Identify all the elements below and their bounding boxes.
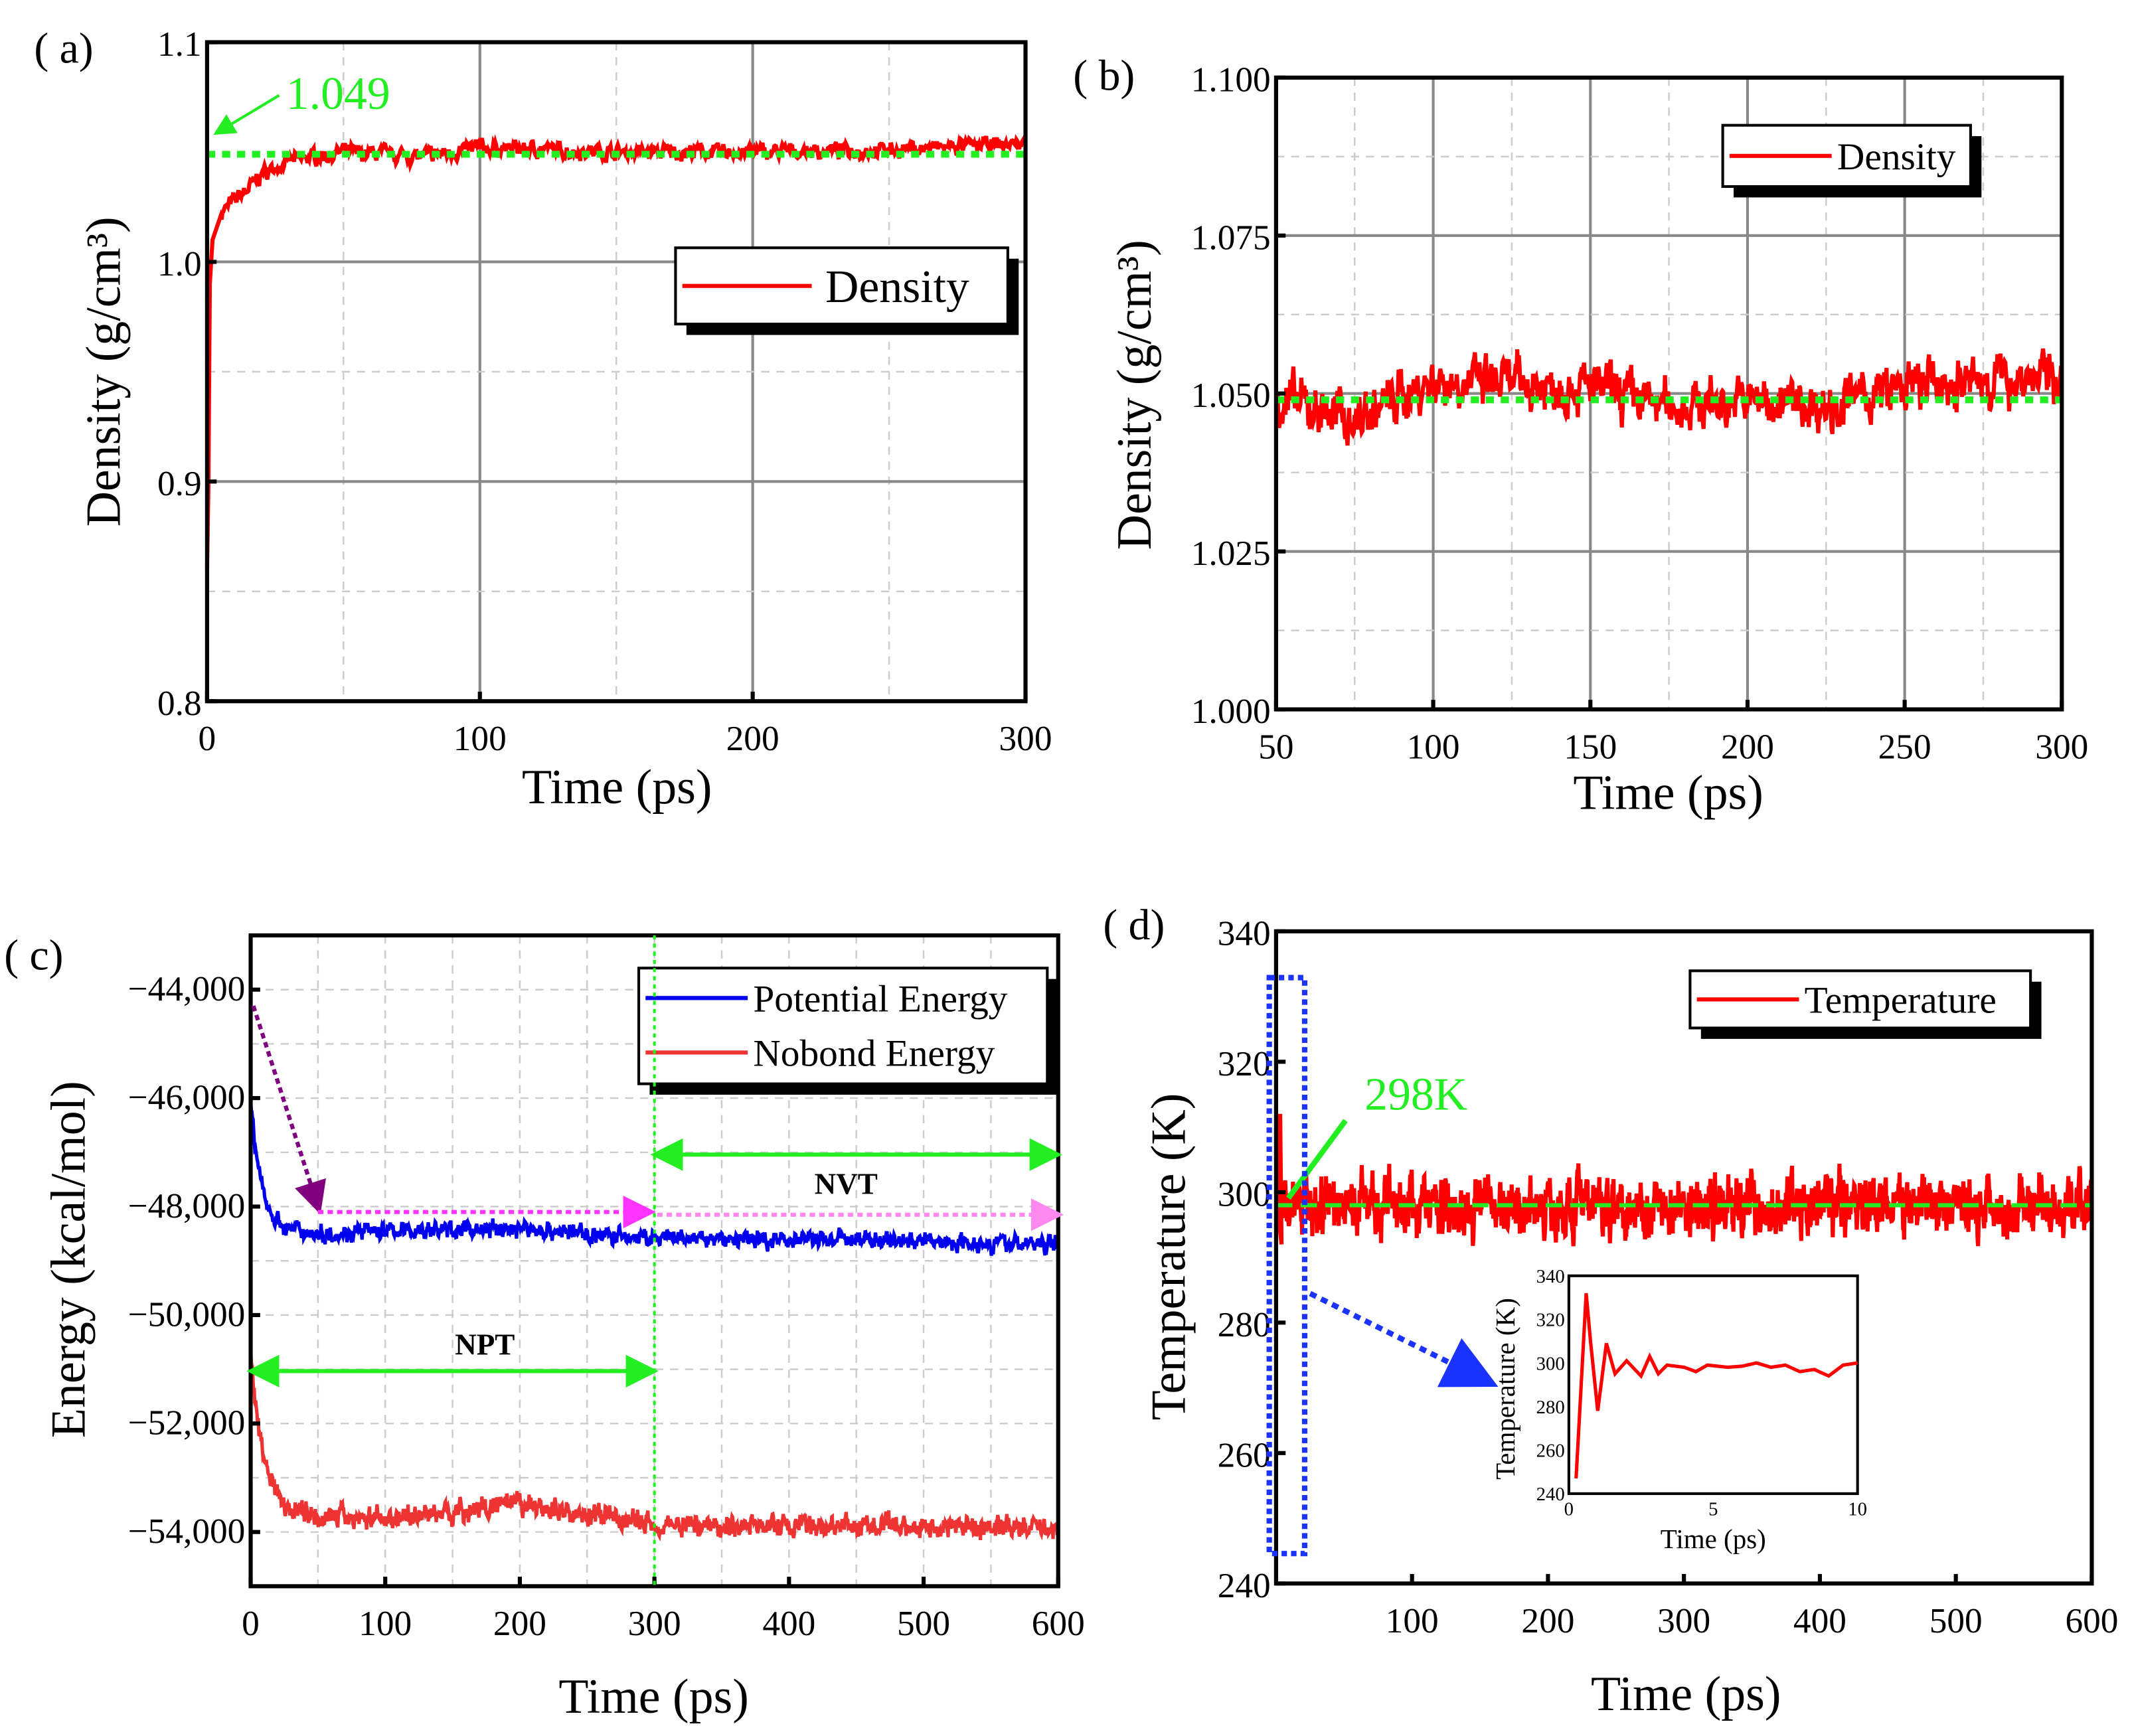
y-tick-label: 260	[1218, 1435, 1271, 1474]
x-tick-label: 200	[1721, 726, 1774, 766]
inset-y-tick-label: 340	[1536, 1266, 1565, 1287]
x-tick-label: 200	[1521, 1601, 1574, 1640]
ref-label-a: 1.049	[286, 68, 390, 119]
y-tick-label: 320	[1218, 1044, 1271, 1083]
y-axis-label: Density (g/cm³)	[76, 216, 131, 526]
x-tick-label: 500	[897, 1603, 950, 1643]
y-tick-label: −44,000	[128, 969, 246, 1008]
series-line-density	[1275, 348, 2064, 446]
x-tick-label: 100	[359, 1603, 412, 1643]
inset-x-tick-label: 10	[1848, 1499, 1867, 1520]
inset-y-tick-label: 280	[1536, 1397, 1565, 1418]
x-tick-label: 300	[999, 718, 1052, 758]
inset-x-tick-label: 0	[1564, 1499, 1574, 1520]
panel-a: 0 100 200 300 0.8 0.9 1.0 1.1 Time (ps) Density (…	[76, 24, 1052, 814]
series-line-potential-energy	[248, 1097, 1060, 1256]
x-axis-label: Time (ps)	[1573, 765, 1763, 819]
y-tick-label: −52,000	[128, 1403, 246, 1443]
y-tick-label: −46,000	[128, 1077, 246, 1117]
y-tick-label: 1.100	[1191, 59, 1271, 99]
inset-x-tick-label: 5	[1708, 1499, 1718, 1520]
x-tick-label: 300	[2035, 726, 2088, 766]
inset-y-tick-label: 320	[1536, 1310, 1565, 1331]
y-tick-label: −50,000	[128, 1294, 246, 1334]
npt-label: NPT	[455, 1328, 515, 1362]
y-axis-label: Density (g/cm³)	[1107, 240, 1161, 550]
x-tick-label: 600	[2065, 1601, 2118, 1640]
x-tick-label: 250	[1878, 726, 1931, 766]
zoom-region-box	[1266, 975, 1308, 1557]
legend-label: Density	[825, 262, 969, 313]
x-axis-label: Time (ps)	[522, 759, 712, 814]
x-tick-label: 400	[1793, 1601, 1846, 1640]
inset-x-axis-label: Time (ps)	[1661, 1524, 1766, 1554]
panel-label-a: ( a)	[34, 25, 93, 72]
y-tick-label: 280	[1218, 1304, 1271, 1344]
x-tick-label: 400	[762, 1603, 815, 1643]
y-tick-label: −48,000	[128, 1186, 246, 1225]
x-tick-label: 200	[726, 718, 779, 758]
ref-label-d: 298K	[1364, 1069, 1467, 1121]
x-tick-label: 50	[1258, 726, 1293, 766]
y-axis-label: Temperature (K)	[1141, 1093, 1195, 1421]
y-tick-label: 340	[1218, 913, 1271, 953]
pointer-line	[1286, 1119, 1348, 1200]
nvt-label: NVT	[815, 1168, 878, 1201]
x-tick-label: 100	[1386, 1601, 1439, 1640]
x-tick-label: 600	[1032, 1603, 1085, 1643]
y-tick-label: 1.1	[157, 24, 202, 64]
x-axis-label: Time (ps)	[1591, 1666, 1781, 1721]
y-tick-label: 240	[1218, 1565, 1271, 1605]
x-tick-label: 150	[1564, 726, 1617, 766]
x-axis-label: Time (ps)	[558, 1669, 748, 1723]
y-tick-label: 1.075	[1191, 217, 1271, 257]
x-tick-label: 100	[1407, 726, 1460, 766]
x-tick-label: 300	[628, 1603, 681, 1643]
y-tick-label: 0.9	[157, 463, 202, 503]
x-tick-label: 200	[493, 1603, 546, 1643]
x-tick-label: 0	[199, 718, 216, 758]
plot-frame	[205, 40, 1028, 704]
x-tick-label: 100	[453, 718, 507, 758]
series-line-temperature	[1273, 1113, 2094, 1247]
zoom-arrow-icon	[1309, 1291, 1499, 1387]
x-tick-label: 0	[242, 1603, 260, 1643]
inset-y-tick-label: 300	[1536, 1353, 1565, 1374]
purple-arrow-icon	[251, 1005, 326, 1215]
inset-frame	[1567, 1274, 1859, 1495]
legend-label: Nobond Energy	[753, 1033, 995, 1075]
y-axis-label: Energy (kcal/mol)	[41, 1081, 95, 1438]
legend-label: Density	[1837, 136, 1956, 178]
inset-y-tick-label: 240	[1536, 1484, 1565, 1505]
x-tick-label: 500	[1929, 1601, 1983, 1640]
legend-label: Potential Energy	[753, 978, 1007, 1020]
y-tick-label: 1.025	[1191, 533, 1271, 573]
y-tick-label: 0.8	[157, 683, 202, 723]
y-tick-label: 300	[1218, 1174, 1271, 1214]
panel-label-b: ( b)	[1073, 52, 1135, 100]
panel-label-c: ( c)	[4, 931, 63, 979]
panel-d: 100 200 300 400 500 600240260280300320340Time…	[1141, 913, 2118, 1721]
y-tick-label: 1.0	[157, 244, 202, 283]
y-tick-label: 1.000	[1191, 691, 1271, 731]
panel-label-d: ( d)	[1103, 902, 1165, 949]
legend-label: Temperature	[1805, 980, 1997, 1022]
legend-box	[637, 967, 1049, 1085]
panel-b: 50 100 150 200 250 300 1.000 1.025 1.050 1.075 1.1…	[1107, 59, 2088, 819]
inset-series-line	[1574, 1293, 1858, 1479]
y-tick-label: 1.050	[1191, 375, 1271, 415]
inset-chart: 0 5 10 240 260 280 300 320 340 Time (ps) Temperatu…	[1490, 1266, 1867, 1554]
panel-c: 0 100 200 300 400 500 600 −54,000 −52,000 −50,000…	[41, 933, 1085, 1723]
y-tick-label: −54,000	[128, 1511, 246, 1551]
inset-y-tick-label: 260	[1536, 1441, 1565, 1462]
inset-y-axis-label: Temperature (K)	[1490, 1298, 1520, 1480]
arrow-icon	[213, 94, 280, 135]
x-tick-label: 300	[1657, 1601, 1710, 1640]
series-line-density	[205, 133, 1028, 570]
